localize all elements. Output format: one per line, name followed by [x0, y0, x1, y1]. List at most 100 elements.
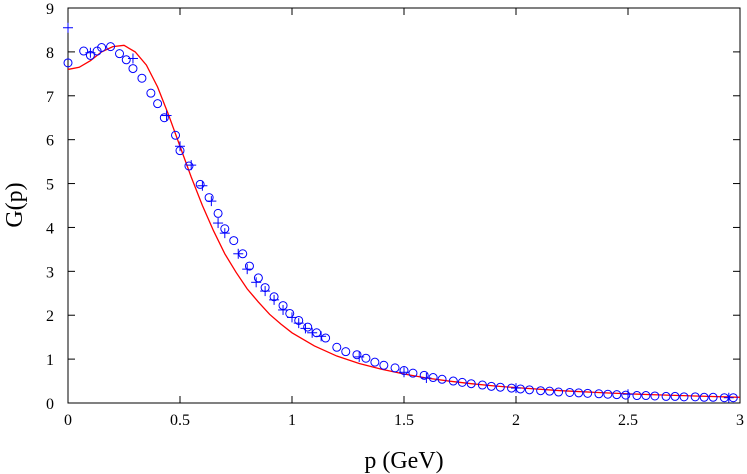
circle-point: [63, 58, 73, 68]
circle-point: [79, 46, 89, 56]
circle-point: [115, 49, 125, 59]
circle-point: [171, 130, 181, 140]
circle-point: [229, 236, 239, 246]
circle-point: [332, 342, 342, 352]
y-tick-label: 5: [46, 177, 54, 194]
plus-point: [511, 383, 521, 394]
plus-point: [354, 351, 365, 362]
x-tick-label: 3: [736, 412, 744, 429]
circle-point: [437, 374, 447, 384]
plus-point: [278, 304, 289, 315]
plus-point: [85, 47, 96, 58]
circle-point: [408, 368, 418, 378]
circle-point: [370, 357, 380, 367]
y-tick-label: 0: [46, 396, 54, 413]
plus-point: [623, 389, 633, 400]
circle-point: [128, 64, 138, 74]
circle-point: [708, 392, 718, 402]
y-tick-label: 9: [46, 1, 54, 18]
circle-point: [321, 333, 331, 343]
circle-point: [477, 380, 487, 390]
circle-point: [621, 390, 631, 400]
plus-point: [219, 228, 230, 239]
circle-point: [184, 161, 194, 171]
circle-point: [641, 391, 651, 401]
circle-point: [97, 43, 107, 52]
plus-point: [316, 331, 327, 342]
curve-line: [67, 44, 741, 398]
circle-point: [341, 347, 351, 357]
y-tick-label: 6: [46, 133, 54, 150]
plus-point: [399, 367, 409, 378]
circle-point: [536, 386, 546, 396]
plus-point: [251, 277, 262, 288]
circle-point: [661, 391, 671, 401]
circle-point: [253, 273, 263, 283]
y-tick-label: 1: [46, 352, 54, 369]
circle-point: [303, 322, 313, 332]
x-tick-label: 2: [512, 412, 520, 429]
x-tick-label: 0: [64, 412, 72, 429]
y-tick-label: 8: [46, 45, 54, 62]
circle-point: [670, 391, 680, 401]
plus-point: [300, 323, 311, 334]
plus-point: [63, 22, 73, 33]
y-tick-label: 4: [46, 220, 54, 237]
plus-point: [186, 160, 197, 171]
plus-point: [242, 264, 253, 275]
y-axis-title: G(p): [2, 182, 28, 227]
circle-point: [390, 363, 400, 373]
x-tick-label: 1.5: [394, 412, 414, 429]
circle-point: [545, 386, 555, 396]
plus-point: [293, 318, 304, 329]
x-tick-label: 1: [288, 412, 296, 429]
circle-point: [524, 385, 534, 395]
plus-point: [175, 141, 185, 152]
axis-ticks: [67, 7, 741, 404]
circle-point: [195, 179, 205, 189]
plus-point: [161, 110, 172, 121]
circle-point: [603, 389, 613, 399]
circle-point: [361, 353, 371, 363]
circle-point: [495, 382, 505, 392]
circle-point: [486, 381, 496, 391]
series-pluses: [63, 22, 734, 403]
x-tick-label: 2.5: [618, 412, 638, 429]
plus-point: [127, 53, 138, 64]
plot-frame: [67, 7, 741, 404]
circle-point: [690, 392, 700, 402]
plus-point: [307, 327, 318, 338]
circle-point: [448, 376, 458, 386]
circle-point: [419, 370, 429, 380]
circle-point: [554, 387, 564, 397]
plus-point: [213, 218, 224, 229]
plus-point: [233, 248, 244, 259]
circle-point: [379, 360, 389, 370]
circle-point: [137, 73, 147, 83]
series-circles: [63, 42, 738, 403]
x-tick-label: 0.5: [170, 412, 190, 429]
x-axis-title: p (GeV): [364, 448, 443, 474]
circle-point: [466, 379, 476, 389]
circle-point: [106, 42, 116, 52]
circle-point: [612, 390, 622, 400]
circle-point: [565, 387, 575, 397]
circle-point: [121, 55, 131, 65]
circle-point: [457, 377, 467, 387]
circle-point: [244, 261, 254, 271]
y-tick-labels: 0 1 2 3 4 5 6 7 8 9: [46, 1, 54, 413]
plus-point: [287, 312, 297, 323]
circle-point: [352, 350, 362, 360]
circle-point: [632, 391, 642, 401]
circle-point: [679, 392, 689, 402]
circle-point: [650, 391, 660, 401]
y-tick-label: 7: [46, 89, 54, 106]
plus-point: [260, 286, 271, 297]
plus-point: [723, 392, 734, 403]
plus-point: [206, 196, 217, 207]
circle-point: [213, 208, 223, 218]
circle-point: [515, 384, 525, 394]
circle-point: [574, 388, 584, 398]
circle-point: [699, 392, 709, 402]
